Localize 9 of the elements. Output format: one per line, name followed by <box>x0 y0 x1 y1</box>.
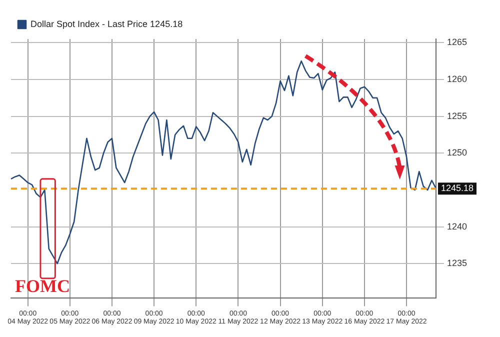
y-tick-label: 1250 <box>446 148 468 158</box>
ref-line-label: 1245.18 <box>440 183 474 194</box>
y-tick-label: 1235 <box>446 258 468 268</box>
y-tick-label: 1260 <box>446 74 468 84</box>
annotation: FOMC <box>15 276 70 296</box>
legend-label: Dollar Spot Index - Last Price 1245.18 <box>30 18 183 29</box>
y-tick-label: 1255 <box>446 110 468 121</box>
y-tick-label: 1265 <box>446 37 468 48</box>
y-tick-label: 1240 <box>446 221 468 232</box>
